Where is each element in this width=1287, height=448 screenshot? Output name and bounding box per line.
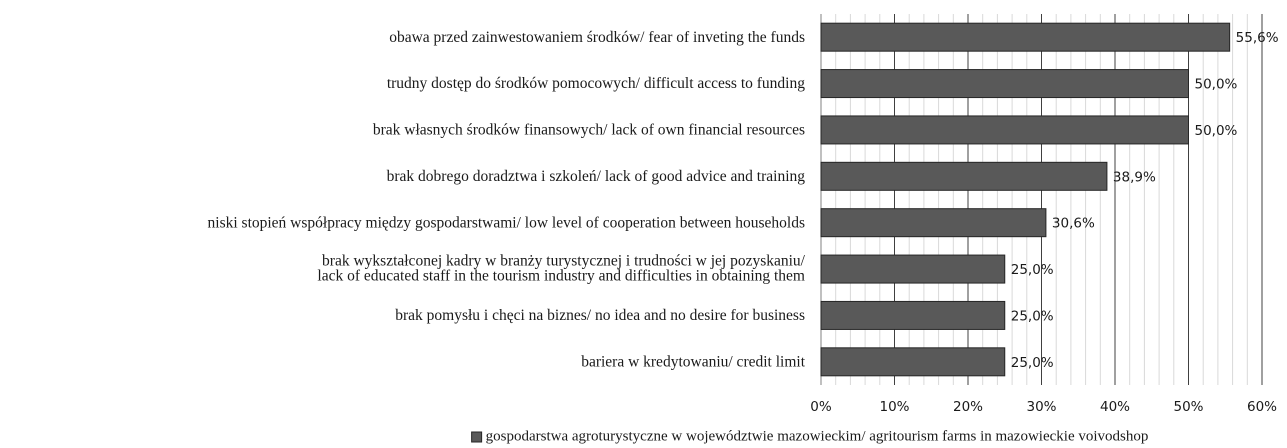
value-label: 50,0%: [1195, 123, 1238, 139]
legend-label: gospodarstwa agroturystyczne w województ…: [486, 428, 1149, 444]
value-label: 25,0%: [1011, 308, 1054, 324]
y-tick-label: obawa przed zainwestowaniem środków/ fea…: [389, 29, 805, 46]
x-tick-label: 30%: [1026, 399, 1056, 415]
x-tick-label: 50%: [1173, 399, 1203, 415]
bar: [820, 115, 1189, 145]
value-label: 38,9%: [1113, 169, 1156, 185]
bar: [820, 347, 1006, 377]
y-tick-label-line: lack of educated staff in the tourism in…: [317, 267, 805, 284]
y-tick-label: niski stopień współpracy między gospodar…: [208, 214, 805, 231]
y-tick-label: brak wykształconej kadry w branży turyst…: [317, 252, 805, 284]
x-tick-label: 10%: [879, 399, 909, 415]
bar: [820, 161, 1108, 191]
x-tick-label: 0%: [810, 399, 832, 415]
y-tick-label: bariera w kredytowaniu/ credit limit: [581, 353, 806, 370]
value-label: 30,6%: [1052, 216, 1095, 232]
y-tick-label: brak dobrego doradztwa i szkoleń/ lack o…: [387, 168, 806, 185]
value-label: 25,0%: [1011, 355, 1054, 371]
y-tick-label-line: brak wykształconej kadry w branży turyst…: [322, 252, 806, 269]
x-tick-label: 60%: [1247, 399, 1277, 415]
x-tick-label: 20%: [953, 399, 983, 415]
legend-swatch: [471, 431, 483, 443]
value-label: 25,0%: [1011, 262, 1054, 278]
bar: [820, 208, 1047, 238]
y-tick-label: trudny dostęp do środków pomocowych/ dif…: [387, 75, 805, 92]
y-tick-label: brak własnych środków finansowych/ lack …: [373, 122, 805, 139]
value-label: 55,6%: [1236, 30, 1279, 46]
bar: [820, 300, 1006, 330]
bar: [820, 22, 1231, 52]
bar: [820, 69, 1189, 99]
bar: [820, 254, 1006, 284]
x-tick-label: 40%: [1100, 399, 1130, 415]
y-tick-label: brak pomysłu i chęci na biznes/ no idea …: [395, 307, 805, 324]
value-label: 50,0%: [1195, 77, 1238, 93]
